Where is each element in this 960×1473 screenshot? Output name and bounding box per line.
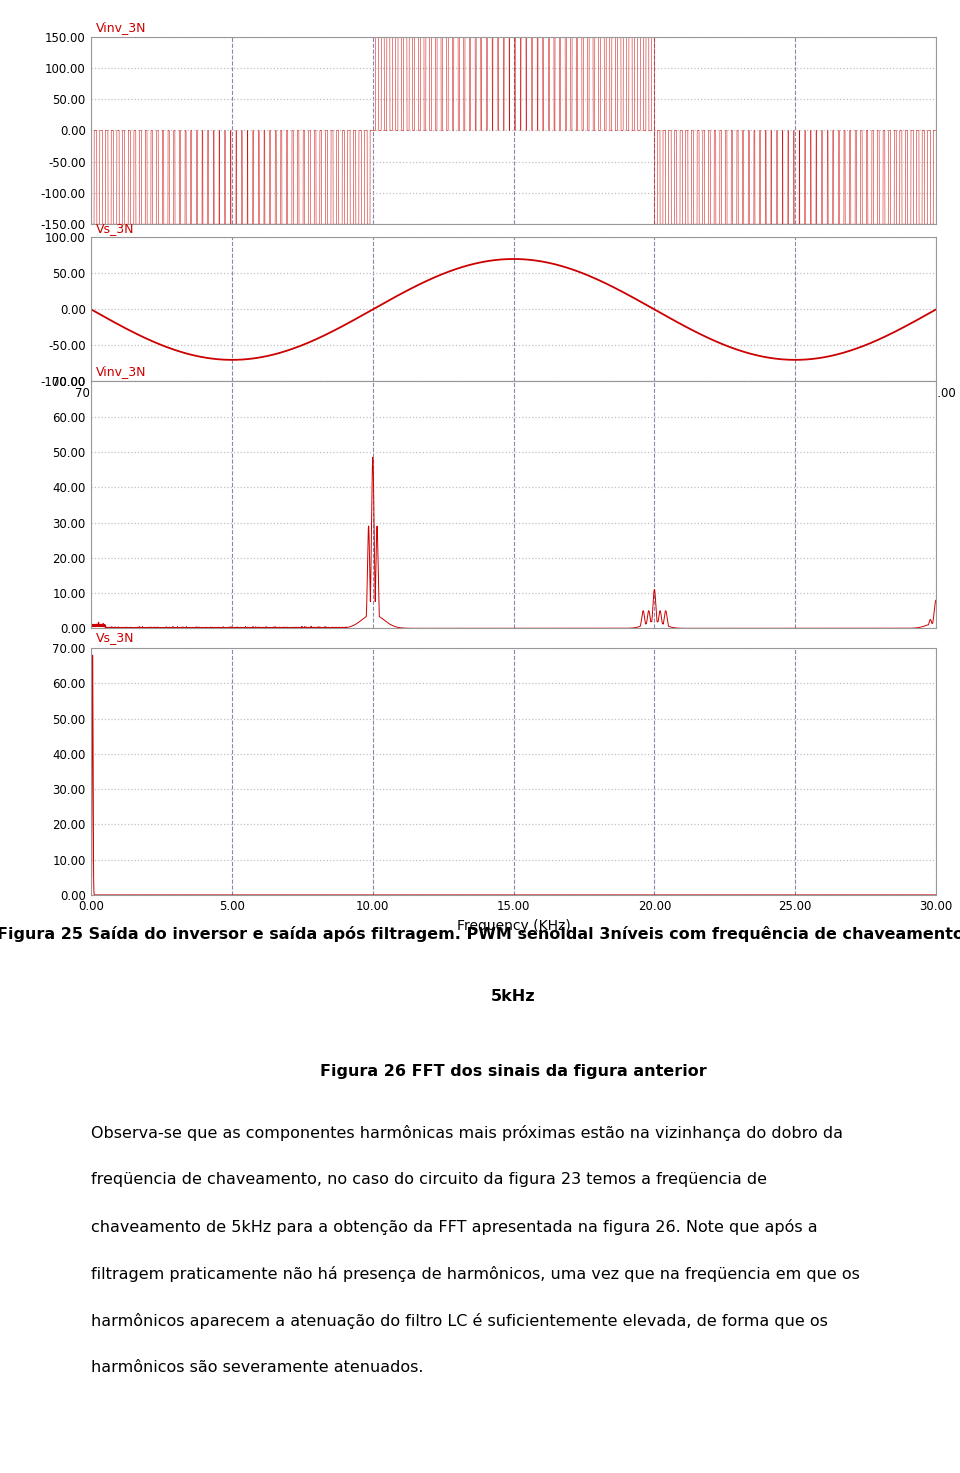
Text: freqüencia de chaveamento, no caso do circuito da figura 23 temos a freqüencia d: freqüencia de chaveamento, no caso do ci… [91,1173,767,1187]
X-axis label: Frequency (KHz): Frequency (KHz) [457,919,570,932]
Text: harmônicos são severamente atenuados.: harmônicos são severamente atenuados. [91,1360,423,1374]
Text: Observa-se que as componentes harmônicas mais próximas estão na vizinhança do do: Observa-se que as componentes harmônicas… [91,1125,843,1142]
Text: Figura 25 Saída do inversor e saída após filtragem. PWM senoidal 3níveis com fre: Figura 25 Saída do inversor e saída após… [0,927,960,943]
Text: 5kHz: 5kHz [492,988,536,1003]
Text: Figura 26 FFT dos sinais da figura anterior: Figura 26 FFT dos sinais da figura anter… [321,1064,707,1080]
Text: Vs_3N: Vs_3N [95,222,134,236]
Text: filtragem praticamente não há presença de harmônicos, uma vez que na freqüencia : filtragem praticamente não há presença d… [91,1267,860,1282]
Text: Vs_3N: Vs_3N [95,632,134,644]
Text: Vinv_3N: Vinv_3N [95,365,146,377]
X-axis label: Time (ms): Time (ms) [479,405,548,420]
Text: harmônicos aparecem a atenuação do filtro LC é suficientemente elevada, de forma: harmônicos aparecem a atenuação do filtr… [91,1312,828,1329]
Text: Vinv_3N: Vinv_3N [95,21,146,34]
Text: chaveamento de 5kHz para a obtenção da FFT apresentada na figura 26. Note que ap: chaveamento de 5kHz para a obtenção da F… [91,1220,818,1236]
